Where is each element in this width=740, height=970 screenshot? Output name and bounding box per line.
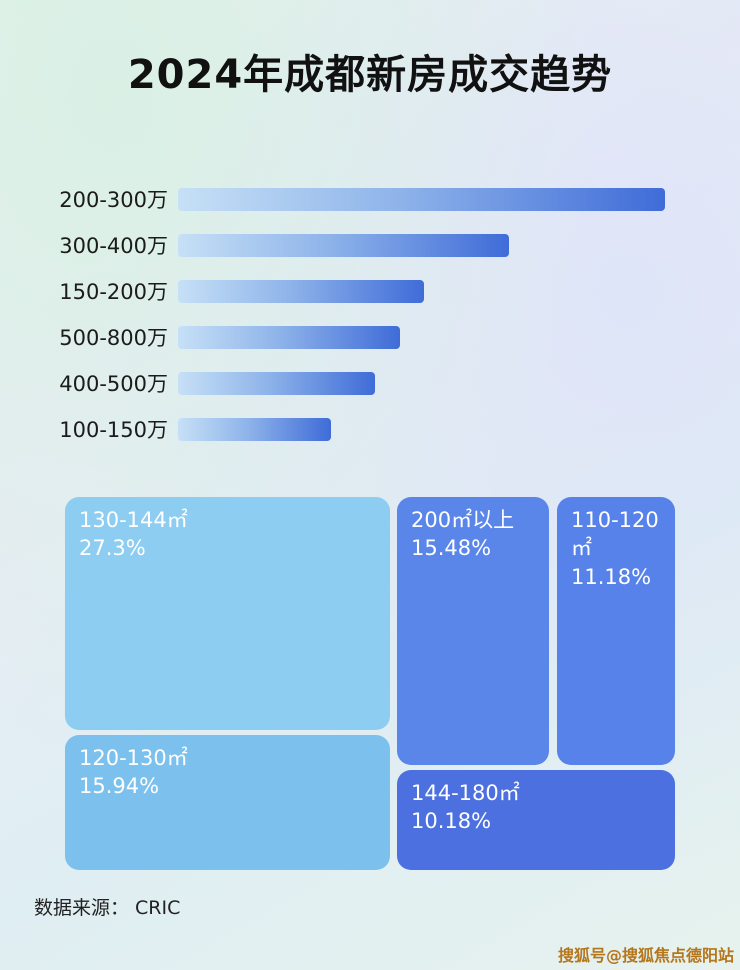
treemap-block-value: 11.18% (571, 564, 652, 589)
bar-track (178, 417, 665, 441)
bar (178, 371, 376, 395)
bar-row: 200-300万 (38, 176, 665, 222)
bar-row: 150-200万 (38, 268, 665, 314)
data-source-label: 数据来源： CRIC (34, 897, 181, 919)
treemap-block: 144-180㎡ 10.18% (397, 770, 675, 870)
bar-category-label: 300-400万 (59, 234, 168, 258)
treemap-block: 120-130㎡ 15.94% (65, 735, 390, 870)
bar-track (178, 187, 665, 211)
treemap-block-value: 15.48% (411, 536, 492, 561)
bar-category-label: 200-300万 (59, 188, 168, 212)
bar (178, 417, 332, 441)
treemap-block: 130-144㎡ 27.3% (65, 497, 390, 730)
treemap-block-label: 200㎡以上 (411, 508, 515, 532)
bar-row: 100-150万 (38, 406, 665, 452)
bar-track (178, 371, 665, 395)
treemap-block: 200㎡以上 15.48% (397, 497, 549, 765)
bar-row: 300-400万 (38, 222, 665, 268)
bar (178, 279, 424, 303)
treemap-block-label: 144-180㎡ (411, 781, 520, 805)
page-title: 2024年成都新房成交趋势 (127, 52, 613, 98)
bar-category-label: 500-800万 (59, 326, 168, 350)
bar-row: 400-500万 (38, 360, 665, 406)
bar (178, 187, 665, 211)
bar (178, 233, 510, 257)
bar (178, 325, 400, 349)
bar-track (178, 325, 665, 349)
treemap-block: 110-120㎡ 11.18% (557, 497, 675, 765)
treemap-block-value: 27.3% (79, 536, 146, 561)
treemap: 130-144㎡ 27.3% 200㎡以上 15.48% 110-120㎡ 11.18% 1… (65, 497, 675, 870)
bar-chart: 200-300万 300-400万 150-200万 500-800万 400-500万… (38, 176, 665, 452)
treemap-block-label: 120-130㎡ (79, 746, 188, 770)
bar-category-label: 100-150万 (59, 418, 168, 442)
watermark: 搜狐号@搜狐焦点德阳站 (557, 946, 734, 965)
bar-track (178, 233, 665, 257)
bar-row: 500-800万 (38, 314, 665, 360)
treemap-block-label: 110-120㎡ (571, 508, 659, 561)
treemap-block-value: 15.94% (79, 774, 160, 799)
bar-category-label: 150-200万 (59, 280, 168, 304)
bar-category-label: 400-500万 (59, 372, 168, 396)
bar-track (178, 279, 665, 303)
treemap-block-label: 130-144㎡ (79, 508, 188, 532)
treemap-block-value: 10.18% (411, 809, 492, 834)
